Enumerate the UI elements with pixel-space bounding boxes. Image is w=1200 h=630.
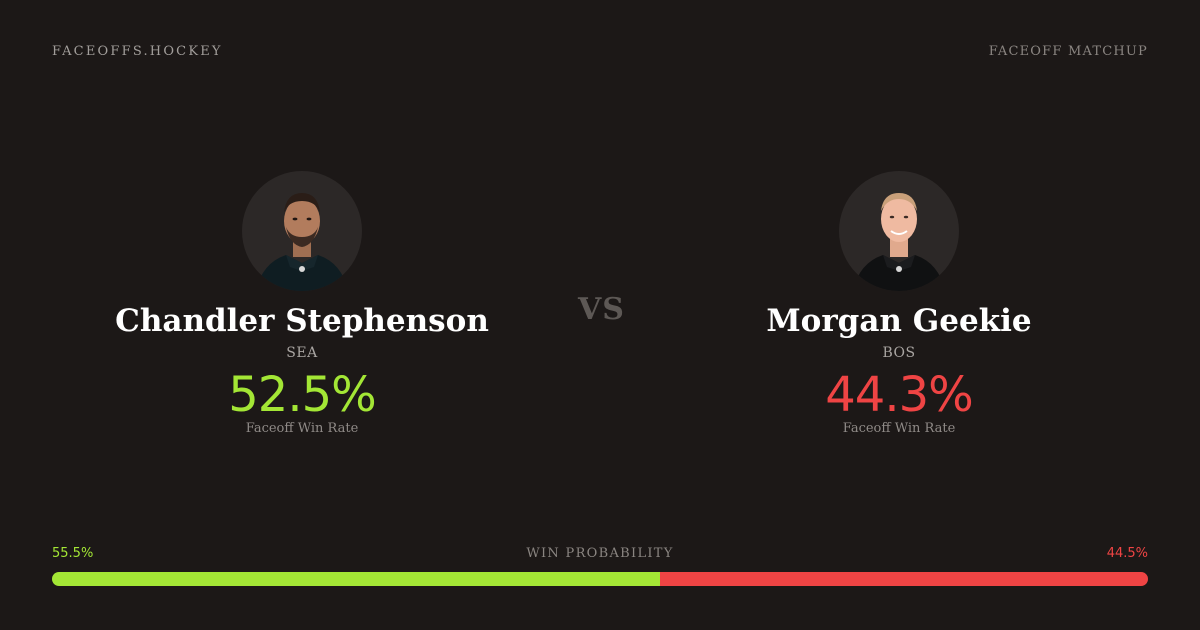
player-win-rate: 44.3%: [825, 367, 973, 423]
player-name[interactable]: Chandler Stephenson: [115, 303, 489, 339]
site-brand[interactable]: FACEOFFS.HOCKEY: [52, 44, 223, 59]
win-probability-bar: [52, 572, 1148, 586]
win-probability-bar-left: [52, 572, 661, 586]
win-probability-bar-right: [660, 572, 1148, 586]
win-rate-caption: Faceoff Win Rate: [842, 421, 956, 436]
page-label: FACEOFF MATCHUP: [988, 44, 1148, 59]
player-win-rate: 52.5%: [228, 367, 376, 423]
player-card-right: Morgan Geekie BOS 44.3% Faceoff Win Rate: [689, 171, 1109, 438]
player-name[interactable]: Morgan Geekie: [766, 303, 1032, 339]
win-rate-caption: Faceoff Win Rate: [245, 421, 359, 436]
win-probability-title: WIN PROBABILITY: [526, 546, 674, 561]
versus-label: VS: [578, 292, 625, 327]
player-headshot-icon: [839, 171, 959, 291]
win-probability-right: 44.5%: [1106, 546, 1148, 561]
player-team: BOS: [882, 345, 916, 361]
player-card-left: Chandler Stephenson SEA 52.5% Faceoff Wi…: [92, 171, 512, 438]
win-probability-left: 55.5%: [52, 546, 94, 561]
player-headshot-icon: [242, 171, 362, 291]
player-team: SEA: [286, 345, 318, 361]
